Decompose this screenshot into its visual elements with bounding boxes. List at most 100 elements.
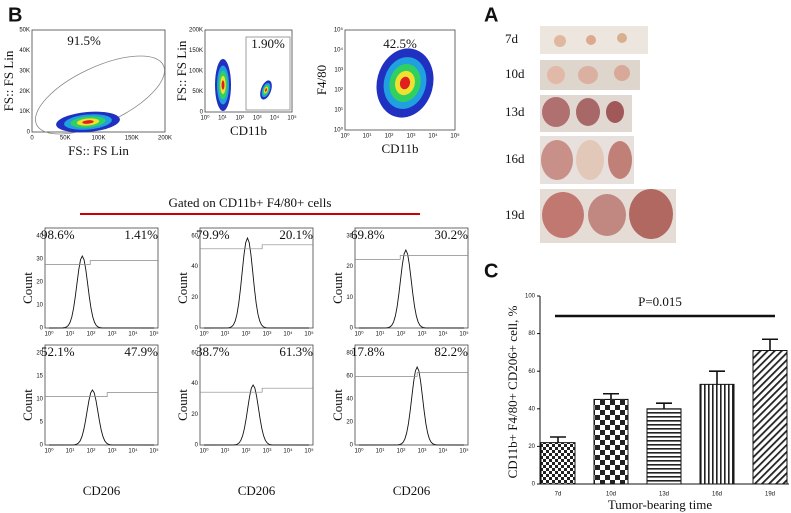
gate-percent: 42.5% — [383, 36, 417, 51]
row-label: 7d — [505, 31, 519, 46]
bar — [699, 383, 735, 485]
y-axis-label: Count — [20, 389, 35, 421]
y-tick-label: 0 — [195, 326, 199, 332]
x-tick-label: 10⁵ — [149, 448, 159, 455]
y-tick-label: 20 — [346, 420, 353, 426]
y-tick-label: 0 — [532, 482, 536, 488]
left-percent: 79.9% — [196, 227, 230, 242]
density — [264, 88, 268, 92]
y-tick-label: 60 — [346, 374, 353, 380]
histogram-curve — [48, 389, 155, 446]
y-axis-label: Count — [20, 272, 35, 304]
gate-percent: 1.90% — [251, 36, 285, 51]
x-tick-label: 10² — [242, 449, 251, 455]
x-axis-label: FS:: FS Lin — [68, 143, 129, 158]
x-tick-label: 10⁴ — [428, 133, 438, 140]
y-tick-label: 60 — [191, 351, 198, 357]
x-tick-label: 10³ — [418, 449, 427, 455]
x-tick-label: 10² — [242, 332, 251, 338]
y-tick-label: 10 — [36, 397, 43, 403]
y-tick-label: 40 — [528, 406, 535, 412]
y-axis-label: Count — [330, 389, 345, 421]
x-tick-label: 10¹ — [376, 449, 385, 455]
x-tick-label: 10³ — [108, 332, 117, 338]
x-tick-label: 100K — [91, 136, 105, 142]
row-label: 13d — [505, 104, 525, 119]
y-tick-label: 40 — [346, 397, 353, 403]
row-label: 16d — [505, 151, 525, 166]
y-tick-label: 40 — [191, 264, 198, 270]
plot-frame — [354, 227, 469, 329]
y-tick-label: 10⁵ — [334, 27, 344, 34]
x-tick-label: 10² — [397, 449, 406, 455]
left-percent: 17.8% — [351, 344, 385, 359]
row-label: 19d — [505, 207, 525, 222]
histogram-curve — [203, 236, 310, 329]
bar — [646, 408, 682, 485]
plot-frame — [354, 344, 469, 446]
x-tick-label: 10⁰ — [354, 448, 364, 455]
plot-frame — [199, 344, 314, 446]
y-axis-label: Count — [330, 272, 345, 304]
y-tick-label: 10³ — [334, 68, 343, 74]
x-tick-label: 10⁵ — [304, 331, 314, 338]
y-tick-label: 50K — [192, 89, 203, 95]
y-tick-label: 100 — [525, 294, 536, 300]
x-tick-label: 10¹ — [218, 116, 227, 122]
y-tick-label: 30K — [19, 68, 30, 74]
y-tick-label: 15 — [36, 374, 43, 380]
annotation: P=0.015 — [638, 294, 682, 309]
plot-frame — [344, 29, 456, 131]
y-tick-label: 20 — [36, 280, 43, 286]
x-tick-label: 10² — [235, 116, 244, 122]
left-percent: 52.1% — [41, 344, 75, 359]
x-tick-label: 10⁰ — [354, 331, 364, 338]
gate-percent: 91.5% — [67, 33, 101, 48]
y-tick-label: 40K — [19, 48, 30, 54]
x-tick-label: 10³ — [418, 332, 427, 338]
x-tick-label: 10⁴ — [128, 448, 138, 455]
x-tick-label: 10⁴ — [270, 115, 280, 122]
error-bar — [656, 402, 672, 409]
y-axis-label: FS:: FS Lin — [1, 50, 16, 111]
gate — [245, 36, 291, 111]
y-tick-label: 10K — [19, 109, 30, 115]
y-tick-label: 0 — [40, 443, 44, 449]
density — [82, 120, 94, 124]
y-axis-label: F4/80 — [314, 65, 329, 95]
x-tick-label: 10⁴ — [128, 331, 138, 338]
x-tick-label: 10⁵ — [450, 133, 460, 140]
x-axis-label: CD206 — [393, 483, 431, 498]
error-bar — [550, 436, 566, 443]
y-tick-label: 20 — [191, 295, 198, 301]
y-tick-label: 40 — [191, 381, 198, 387]
y-tick-label: 10² — [334, 88, 343, 94]
gate-marker — [200, 387, 313, 393]
x-tick-label: 10⁰ — [199, 331, 209, 338]
y-tick-label: 10¹ — [334, 108, 343, 114]
right-percent: 82.2% — [434, 344, 468, 359]
x-tick-label: 10³ — [407, 134, 416, 140]
gate-marker — [45, 260, 158, 265]
y-tick-label: 50K — [19, 28, 30, 34]
right-percent: 47.9% — [124, 344, 158, 359]
y-tick-label: 0 — [40, 326, 44, 332]
gate — [35, 55, 165, 135]
x-tick-label: 10¹ — [363, 134, 372, 140]
x-tick-label: 10¹ — [66, 449, 75, 455]
panel-letter: C — [484, 260, 498, 282]
x-tick-label: 10¹ — [221, 332, 230, 338]
y-tick-label: 30 — [36, 257, 43, 263]
y-axis-label: Count — [175, 389, 190, 421]
histogram-curve — [358, 365, 465, 446]
x-tick-label: 10⁵ — [304, 448, 314, 455]
y-tick-label: 20 — [346, 264, 353, 270]
row-label: 10d — [505, 66, 525, 81]
x-tick-label: 19d — [765, 492, 775, 498]
x-tick-label: 10⁵ — [149, 331, 159, 338]
x-tick-label: 10⁰ — [340, 133, 350, 140]
y-tick-label: 40 — [36, 234, 43, 240]
x-tick-label: 10⁴ — [283, 448, 293, 455]
gate-marker — [355, 255, 468, 260]
